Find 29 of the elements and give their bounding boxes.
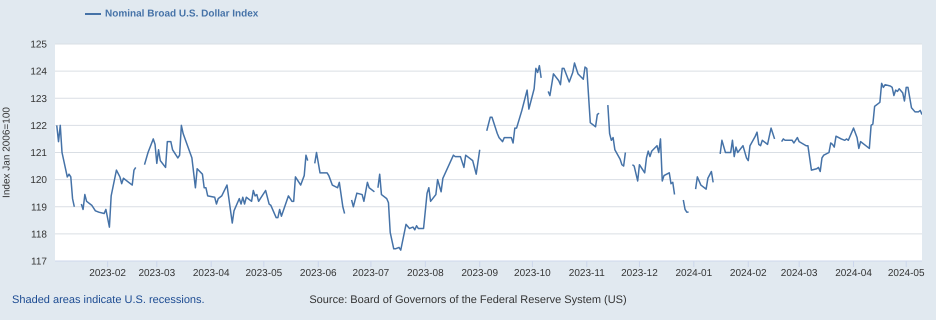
x-tick-label: 2023-02 (89, 268, 126, 280)
x-tick-label: 2024-05 (888, 268, 925, 280)
x-tick-label: 2024-03 (780, 268, 818, 280)
y-tick-label: 119 (31, 202, 48, 214)
x-tick-label: 2024-01 (675, 268, 713, 280)
x-tick-label: 2023-04 (192, 268, 230, 280)
y-tick-label: 120 (30, 175, 48, 186)
x-tick-label: 2023-03 (138, 268, 176, 280)
y-tick-label: 122 (30, 120, 48, 132)
y-tick-label: 123 (30, 94, 48, 105)
y-tick-label: 124 (30, 66, 48, 78)
x-tick-label: 2023-08 (406, 268, 444, 280)
legend-label: Nominal Broad U.S. Dollar Index (105, 8, 258, 20)
x-tick-label: 2024-04 (835, 268, 872, 280)
y-tick-label: 121 (30, 148, 48, 160)
x-tick-label: 2023-05 (246, 268, 283, 280)
x-tick-label: 2023-07 (352, 268, 390, 280)
x-tick-label: 2023-09 (461, 268, 499, 280)
y-tick-label: 117 (31, 256, 48, 268)
source-note: Source: Board of Governors of the Federal Reserve System (US) (309, 294, 627, 306)
x-tick-label: 2024-02 (730, 268, 768, 280)
x-tick-label: 2023-10 (514, 268, 552, 280)
y-tick-label: 118 (31, 229, 48, 240)
y-tick-label: 125 (30, 40, 48, 51)
y-axis-title: Index Jan 2006=100 (2, 106, 13, 198)
text: Shaded areas indicate U.S. recessions. (12, 294, 205, 306)
x-tick-label: 2023-11 (568, 268, 606, 280)
x-tick-label: 2023-12 (621, 268, 658, 280)
x-tick-label: 2023-06 (300, 268, 338, 280)
